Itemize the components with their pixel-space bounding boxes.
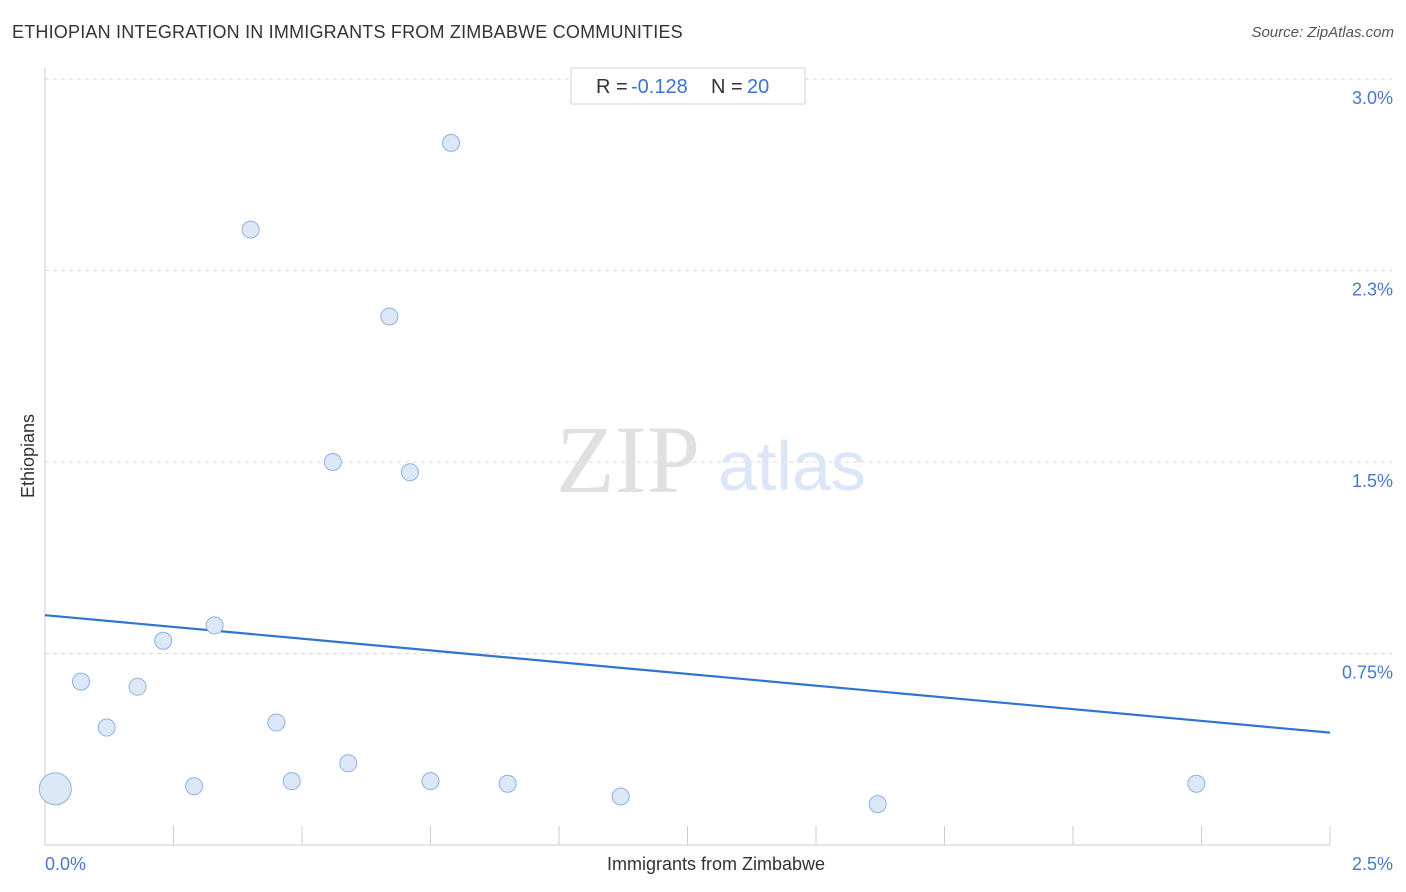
data-point-12 <box>380 307 399 326</box>
data-point-7 <box>241 220 260 239</box>
data-point-3 <box>128 677 147 696</box>
y-tick-labels: 3.0% 2.3% 1.5% 0.75% <box>1342 88 1393 683</box>
axes <box>44 68 1331 846</box>
n-value: 20 <box>747 76 769 98</box>
r-value: -0.128 <box>631 76 688 98</box>
data-point-14 <box>421 772 440 791</box>
watermark-atlas: atlas <box>718 427 866 505</box>
data-point-10 <box>323 453 342 471</box>
data-point-8 <box>267 713 286 732</box>
y-tick-label-3: 0.75% <box>1342 663 1393 683</box>
grid-lines <box>45 78 1392 654</box>
data-point-15 <box>442 133 461 152</box>
y-tick-label-2: 1.5% <box>1352 471 1393 491</box>
data-point-19 <box>1187 774 1206 793</box>
data-point-6 <box>205 616 224 635</box>
y-tick-label-1: 2.3% <box>1352 280 1393 300</box>
stats-box: R = -0.128 N = 20 <box>570 67 806 105</box>
data-point-9 <box>282 772 301 791</box>
x-tick-labels: 0.0% 2.5% <box>45 854 1393 874</box>
r-label: R = <box>596 76 628 98</box>
data-point-18 <box>868 795 887 814</box>
data-point-1 <box>71 672 90 691</box>
data-point-4 <box>154 631 173 650</box>
trend-line <box>44 614 1331 734</box>
data-point-13 <box>400 463 419 482</box>
trend-layer <box>44 614 1331 734</box>
stats-box-frame <box>570 67 806 105</box>
x-tick-label-0: 0.0% <box>45 854 86 874</box>
data-point-11 <box>339 754 358 773</box>
chart-title: ETHIOPIAN INTEGRATION IN IMMIGRANTS FROM… <box>12 22 683 42</box>
watermark: ZIP atlas <box>556 406 866 513</box>
watermark-zip: ZIP <box>556 406 700 513</box>
data-points <box>38 133 1206 814</box>
data-point-2 <box>97 718 116 737</box>
data-point-0 <box>38 772 72 806</box>
x-axis-title: Immigrants from Zimbabwe <box>607 854 825 874</box>
n-label: N = <box>711 76 743 98</box>
x-tick-label-1: 2.5% <box>1352 854 1393 874</box>
y-tick-label-0: 3.0% <box>1352 88 1393 108</box>
chart-source: Source: ZipAtlas.com <box>1251 24 1394 41</box>
data-point-16 <box>498 774 517 793</box>
data-point-17 <box>611 787 630 806</box>
y-axis-title: Ethiopians <box>18 414 38 498</box>
data-point-5 <box>185 777 204 796</box>
